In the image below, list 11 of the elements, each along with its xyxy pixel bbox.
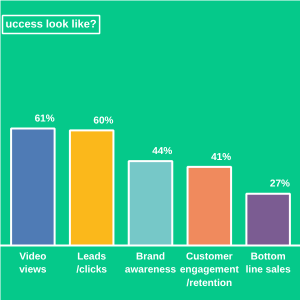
x-tick-label: Brand awareness (124, 252, 177, 276)
data-label: 44% (152, 146, 172, 158)
x-tick-label: Bottom line sales (246, 252, 292, 276)
data-label: 27% (270, 178, 290, 190)
x-tick-label: Video views (19, 252, 47, 276)
data-label: 60% (93, 115, 114, 126)
data-label: 41% (211, 152, 232, 163)
chart-title: uccess look like? (6, 18, 97, 30)
data-label: 61% (34, 114, 55, 124)
x-tick-label: Customer engagement /retention (180, 252, 240, 289)
x-tick-label: Leads /clicks (76, 252, 108, 276)
